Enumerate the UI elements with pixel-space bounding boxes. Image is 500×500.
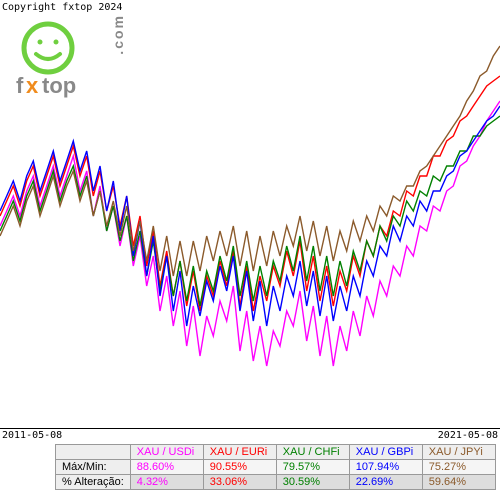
chart-plot-area	[0, 16, 500, 429]
hdr-4: XAU / JPYi	[422, 445, 495, 460]
chart-svg	[0, 16, 500, 428]
mm-4: 75.27%	[422, 460, 495, 475]
pc-2: 30.59%	[276, 475, 349, 490]
legend-table: XAU / USDi XAU / EURi XAU / CHFi XAU / G…	[55, 444, 496, 490]
mm-0: 88.60%	[130, 460, 203, 475]
hdr-1: XAU / EURi	[203, 445, 276, 460]
mm-2: 79.57%	[276, 460, 349, 475]
x-end: 2021-05-08	[438, 430, 498, 441]
maxmin-row: Máx/Min: 88.60% 90.55% 79.57% 107.94% 75…	[56, 460, 496, 475]
pc-4: 59.64%	[422, 475, 495, 490]
x-start: 2011-05-08	[2, 430, 62, 441]
maxmin-label: Máx/Min:	[56, 460, 131, 475]
hdr-0: XAU / USDi	[130, 445, 203, 460]
pc-0: 4.32%	[130, 475, 203, 490]
pct-label: % Alteração:	[56, 475, 131, 490]
hdr-2: XAU / CHFi	[276, 445, 349, 460]
chart-container: Copyright fxtop 2024 f x top .com 2011-0…	[0, 0, 500, 500]
blank-cell	[56, 445, 131, 460]
mm-3: 107.94%	[349, 460, 422, 475]
pc-3: 22.69%	[349, 475, 422, 490]
header-row: XAU / USDi XAU / EURi XAU / CHFi XAU / G…	[56, 445, 496, 460]
hdr-3: XAU / GBPi	[349, 445, 422, 460]
pc-1: 33.06%	[203, 475, 276, 490]
copyright-text: Copyright fxtop 2024	[2, 2, 122, 13]
mm-1: 90.55%	[203, 460, 276, 475]
pct-row: % Alteração: 4.32% 33.06% 30.59% 22.69% …	[56, 475, 496, 490]
